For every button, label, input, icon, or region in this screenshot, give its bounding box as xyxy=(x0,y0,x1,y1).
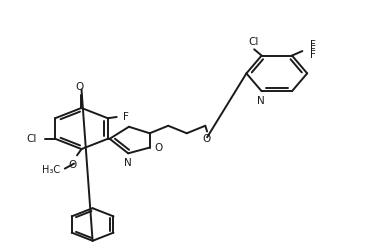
Text: O: O xyxy=(76,82,84,92)
Text: F: F xyxy=(310,50,316,60)
Text: H₃C: H₃C xyxy=(42,165,60,175)
Text: Cl: Cl xyxy=(248,37,259,47)
Text: N: N xyxy=(257,96,264,106)
Text: F: F xyxy=(310,45,316,55)
Text: N: N xyxy=(124,158,131,168)
Text: Cl: Cl xyxy=(26,134,36,144)
Text: F: F xyxy=(123,112,129,122)
Text: O: O xyxy=(155,143,163,153)
Text: O: O xyxy=(69,160,77,170)
Text: F: F xyxy=(310,40,316,50)
Text: O: O xyxy=(202,134,210,144)
